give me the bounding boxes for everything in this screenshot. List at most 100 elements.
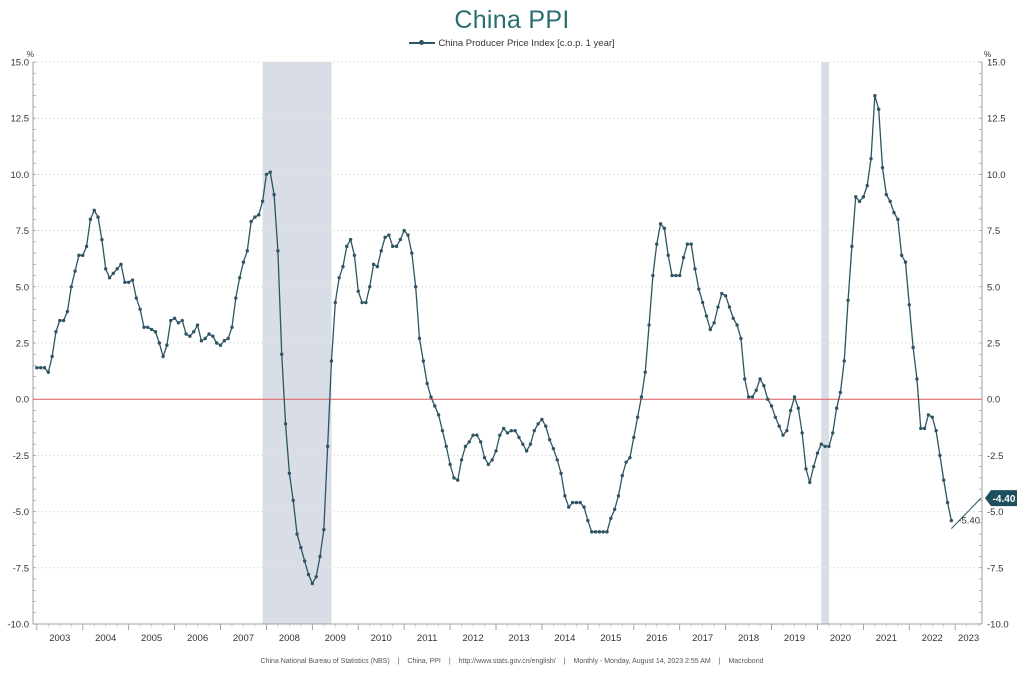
data-point (945, 500, 950, 505)
data-point (459, 458, 464, 462)
data-point (551, 446, 556, 451)
data-point (406, 233, 410, 237)
data-point (402, 228, 406, 233)
data-point (203, 336, 207, 341)
x-tick-label: 2017 (692, 633, 713, 644)
data-point (375, 264, 380, 269)
data-point (364, 300, 368, 305)
x-tick-label: 2018 (738, 633, 759, 644)
data-point (138, 307, 142, 311)
data-point (781, 433, 785, 437)
data-point (146, 325, 150, 329)
data-point (283, 422, 288, 426)
data-point (387, 233, 391, 237)
data-point (655, 242, 659, 246)
data-point (819, 442, 823, 446)
data-point (84, 244, 89, 249)
data-point (126, 280, 131, 285)
data-point (647, 323, 651, 327)
data-point (903, 260, 908, 264)
data-point (352, 253, 357, 258)
data-point (643, 370, 647, 374)
data-point (463, 444, 468, 449)
data-point (505, 431, 510, 435)
last-value-connector (951, 497, 982, 529)
y-tick-label-right: -5.0 (987, 507, 1003, 518)
x-tick-label: 2014 (554, 633, 575, 644)
data-point (513, 428, 517, 433)
data-point (161, 354, 165, 359)
y-tick-label-left: 2.5 (16, 339, 29, 350)
data-point (517, 435, 521, 440)
data-point (77, 253, 81, 258)
data-point (681, 255, 686, 260)
data-point (670, 273, 674, 278)
data-point (226, 336, 230, 341)
data-point (211, 334, 215, 338)
data-point (325, 444, 330, 449)
x-tick-label: 2011 (417, 633, 437, 644)
last-value-badge (985, 490, 1017, 507)
data-point (785, 428, 789, 433)
data-point (241, 260, 246, 264)
data-point (249, 219, 253, 224)
data-point (341, 264, 345, 269)
data-point (911, 345, 915, 350)
data-point (597, 530, 602, 534)
data-point (494, 449, 498, 453)
data-point (322, 527, 326, 532)
data-point (245, 249, 249, 253)
data-point (61, 318, 66, 323)
data-point (276, 249, 280, 253)
data-point (700, 300, 705, 305)
data-point (104, 267, 108, 271)
data-point (769, 404, 774, 408)
data-point (440, 428, 445, 433)
data-point (865, 183, 869, 188)
data-point (716, 305, 720, 309)
data-point (823, 444, 827, 449)
data-point (677, 273, 682, 278)
x-tick-label: 2004 (95, 633, 116, 644)
data-point (486, 462, 491, 467)
data-point (107, 276, 112, 280)
data-point (329, 359, 334, 363)
data-point (180, 318, 184, 323)
data-point (184, 332, 188, 336)
data-point (831, 431, 835, 435)
data-point (922, 426, 927, 431)
data-point (199, 339, 204, 343)
data-point (119, 262, 123, 267)
footer-source: China National Bureau of Statistics (NBS… (260, 658, 390, 665)
data-point (368, 285, 372, 289)
data-point (188, 334, 192, 338)
data-point (169, 318, 173, 323)
data-point (704, 314, 709, 318)
y-tick-label-right: 5.0 (987, 282, 1000, 293)
y-tick-label-right: -10.0 (987, 620, 1009, 631)
data-point (915, 377, 919, 381)
data-point (559, 471, 563, 476)
data-point (880, 165, 885, 170)
data-point (391, 244, 395, 249)
data-point (65, 309, 70, 314)
data-point (697, 287, 701, 291)
data-point (804, 467, 808, 471)
data-point (521, 442, 525, 446)
data-point (295, 532, 299, 536)
data-point (195, 323, 200, 327)
data-point (134, 296, 139, 300)
data-point (532, 428, 536, 433)
footer-separator: | (718, 658, 721, 665)
data-point (555, 458, 559, 462)
data-point (727, 305, 732, 309)
data-point (260, 199, 265, 204)
data-point (938, 453, 942, 458)
y-tick-label-left: 12.5 (11, 114, 30, 125)
data-point (207, 332, 211, 336)
data-point (834, 406, 839, 410)
data-point (345, 244, 349, 249)
y-tick-label-right: -7.5 (987, 563, 1003, 574)
last-point-label: -5.40 (958, 516, 980, 527)
data-point (88, 217, 93, 222)
